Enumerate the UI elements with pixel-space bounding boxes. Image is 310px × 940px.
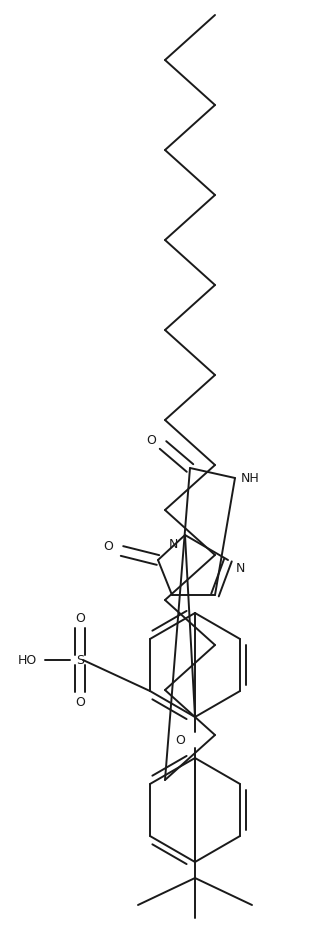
Text: N: N [168, 539, 178, 552]
Text: O: O [146, 433, 156, 446]
Text: O: O [103, 540, 113, 553]
Text: N: N [235, 561, 245, 574]
Text: O: O [75, 612, 85, 624]
Text: O: O [75, 696, 85, 709]
Text: NH: NH [241, 472, 259, 484]
Text: HO: HO [17, 653, 37, 666]
Text: O: O [175, 733, 185, 746]
Text: S: S [76, 653, 84, 666]
